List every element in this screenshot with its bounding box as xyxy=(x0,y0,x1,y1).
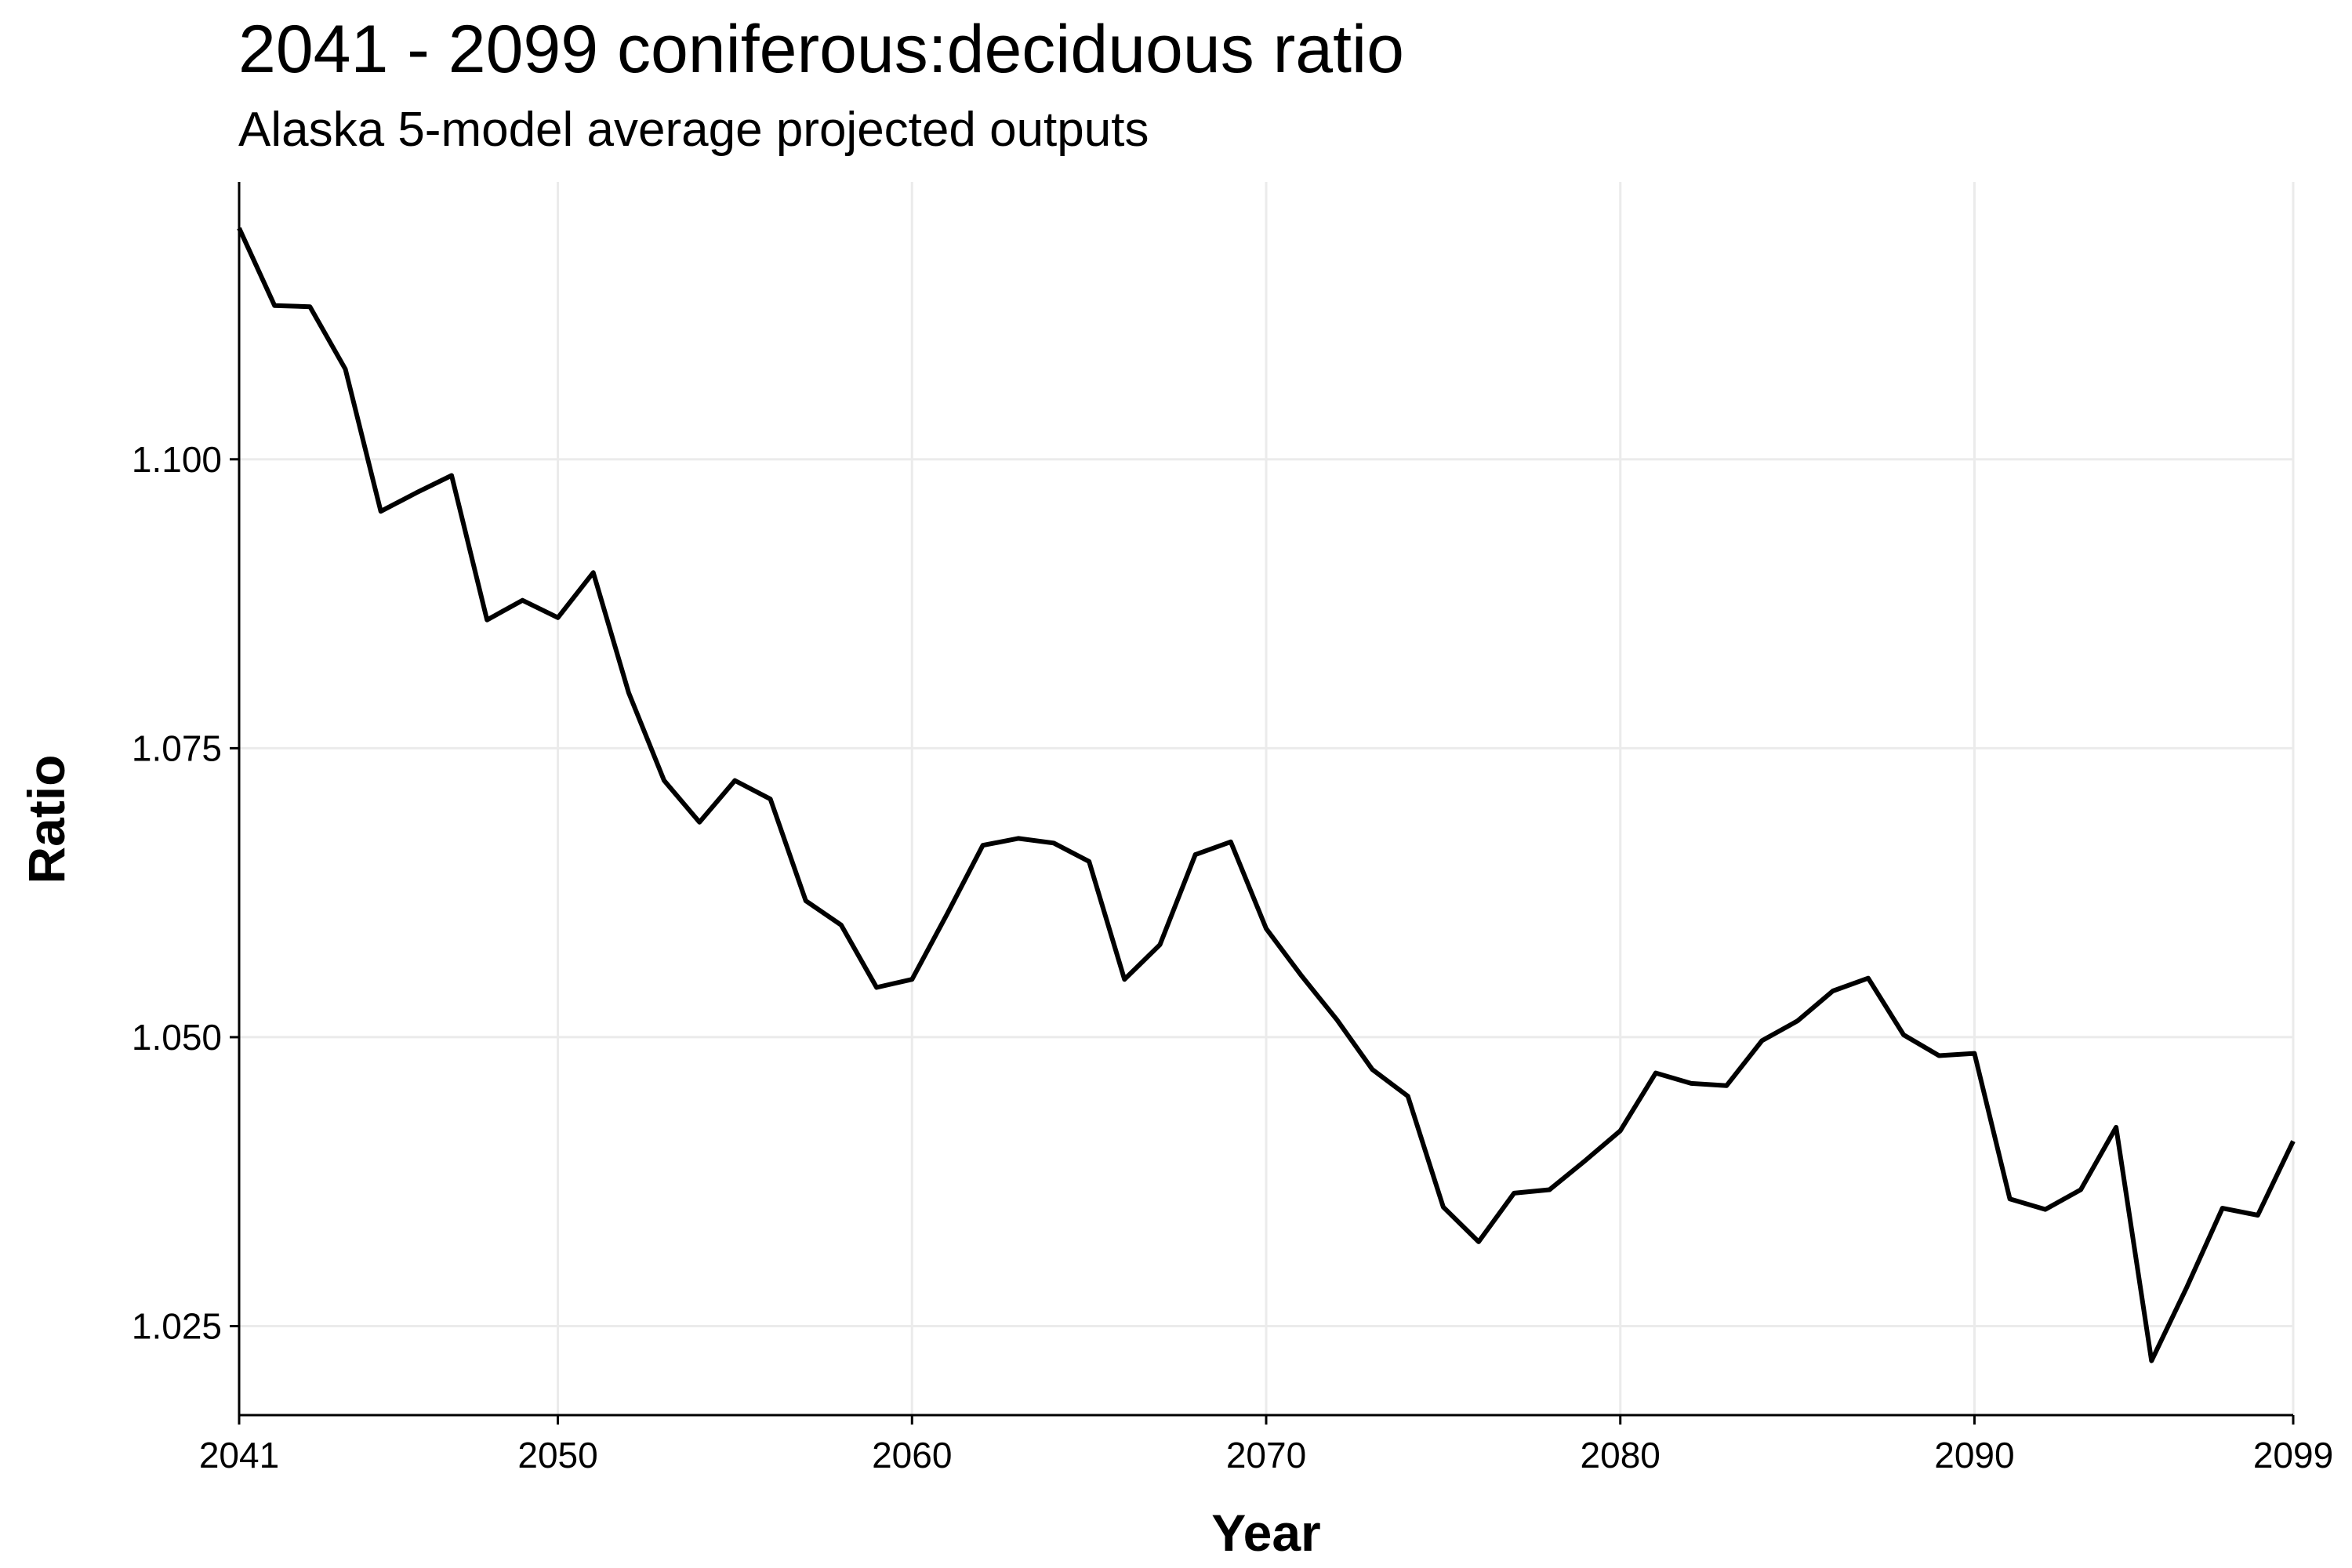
tick-labels: 2041 2050 2060 2070 2080 2090 2099 1.025 1.050 1.… xyxy=(132,439,2333,1475)
chart-subtitle: Alaska 5-model average projected outputs xyxy=(238,103,1149,157)
axes xyxy=(230,182,2295,1425)
x-tick-label: 2090 xyxy=(1934,1435,2014,1475)
series-line xyxy=(237,227,2296,1363)
y-tick-label: 1.050 xyxy=(132,1017,222,1058)
y-tick-label: 1.025 xyxy=(132,1305,222,1346)
y-tick-label: 1.100 xyxy=(132,439,222,480)
y-axis-title: Ratio xyxy=(17,755,75,884)
x-tick-label: 2070 xyxy=(1226,1435,1306,1475)
x-tick-label: 2080 xyxy=(1581,1435,1661,1475)
x-tick-label: 2050 xyxy=(517,1435,597,1475)
series-layer xyxy=(237,227,2296,1363)
chart-title: 2041 - 2099 coniferous:deciduous ratio xyxy=(238,12,1404,87)
x-tick-label: 2099 xyxy=(2253,1435,2333,1475)
x-tick-label: 2041 xyxy=(199,1435,279,1475)
x-axis-title: Year xyxy=(1211,1504,1320,1562)
y-tick-label: 1.075 xyxy=(132,728,222,768)
gridlines xyxy=(238,182,2295,1415)
x-tick-label: 2060 xyxy=(872,1435,952,1475)
